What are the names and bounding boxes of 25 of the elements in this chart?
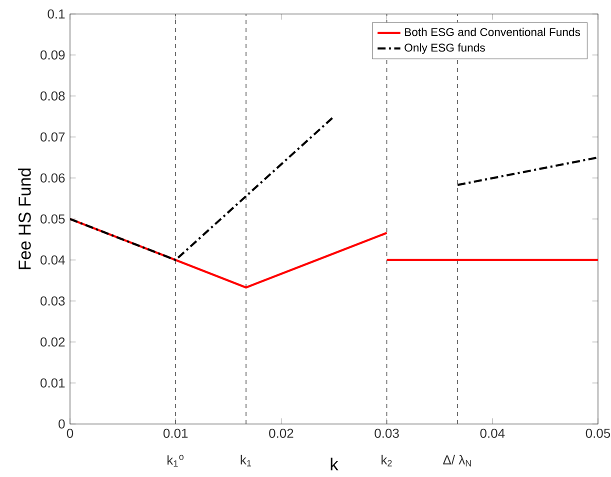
ref-line-label: k$_{1}$: [240, 454, 252, 466]
ref-line-label: k$_{2}$: [382, 454, 392, 466]
y-tick-label: 0.01: [40, 378, 65, 388]
x-tick-label: 0: [66, 428, 74, 438]
ref-line-label: k$_{1}$o: [168, 454, 184, 467]
y-tick-label: 0.1: [48, 9, 65, 19]
y-axis-title: Fee HS Fund: [18, 168, 31, 270]
y-tick-label: 0.08: [40, 91, 65, 101]
x-tick-label: 0.02: [269, 428, 294, 438]
legend-label: Only ESG funds: [404, 43, 485, 54]
x-tick-label: 0.04: [480, 428, 505, 438]
x-tick-label: 0.05: [586, 428, 610, 438]
x-axis-title: k: [330, 458, 338, 470]
ref-line-label: Δ/ λ$_{N}$: [443, 454, 471, 466]
x-tick-label: 0.03: [374, 428, 399, 438]
y-tick-label: 0.05: [40, 214, 65, 224]
y-tick-label: 0.07: [40, 132, 65, 142]
y-tick-label: 0.09: [40, 50, 65, 60]
y-tick-label: 0.02: [40, 337, 65, 347]
y-tick-label: 0: [58, 419, 65, 429]
y-tick-label: 0.04: [40, 255, 65, 265]
x-tick-label: 0.01: [163, 428, 188, 438]
y-tick-label: 0.06: [40, 173, 65, 183]
y-tick-label: 0.03: [40, 296, 65, 306]
legend-label: Both ESG and Conventional Funds: [405, 28, 580, 36]
